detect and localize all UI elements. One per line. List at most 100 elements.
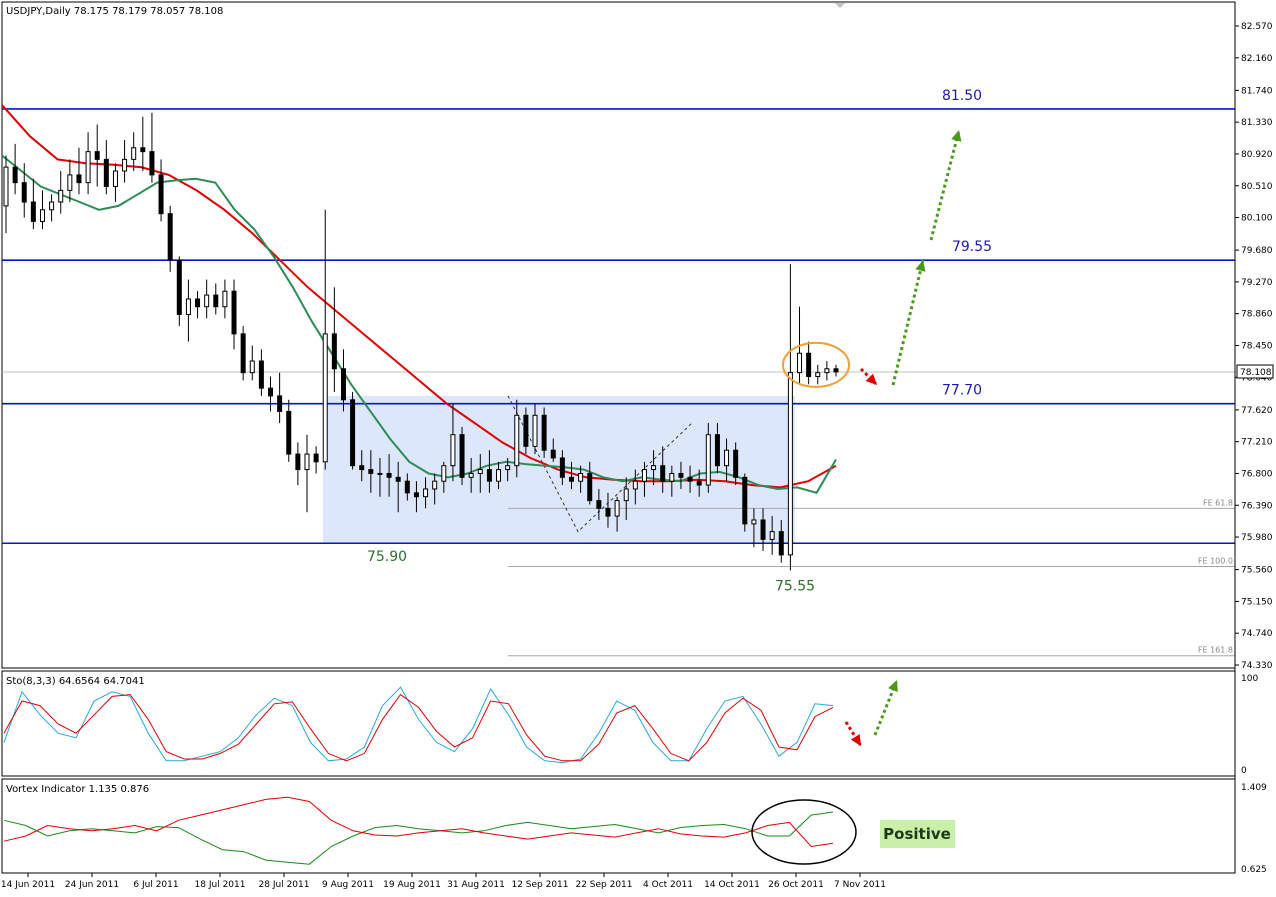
candle-body — [313, 453, 319, 463]
candle-body — [423, 488, 429, 498]
candle — [103, 139, 109, 195]
candle — [386, 454, 392, 497]
candle — [359, 450, 365, 482]
candle — [404, 473, 410, 501]
ma-fast-line — [1, 154, 837, 494]
stochastic-signal-line — [3, 693, 834, 762]
x-tick-label: 6 Jul 2011 — [133, 880, 178, 890]
y-tick-label: 75.560 — [1241, 566, 1273, 576]
candle-body — [468, 472, 474, 478]
candle — [760, 508, 766, 552]
candle-body — [176, 259, 182, 315]
candle-body — [76, 174, 82, 184]
x-tick-label: 28 Jul 2011 — [259, 880, 310, 890]
candle — [49, 194, 55, 222]
candle-body — [477, 469, 483, 474]
level-label: 75.90 — [367, 549, 407, 565]
candle — [313, 446, 319, 474]
stochastic-panel-frame — [1, 670, 1236, 777]
arrow-up-head — [888, 680, 898, 692]
vortex-y-bottom: 0.625 — [1241, 865, 1267, 875]
candle-body — [514, 414, 520, 467]
candle — [578, 465, 584, 493]
candle — [733, 442, 739, 486]
candle — [76, 147, 82, 195]
arrow-down — [859, 367, 879, 387]
arrow-up-shaft — [929, 129, 961, 241]
candle-body — [340, 368, 346, 401]
candle-body — [268, 387, 274, 397]
highlight-circle — [782, 341, 850, 388]
candle — [632, 469, 638, 505]
candle-body — [359, 465, 365, 471]
scroll-marker-icon — [835, 3, 845, 8]
candle — [158, 159, 164, 222]
candle — [204, 279, 210, 319]
stochastic-y-top: 100 — [1241, 674, 1258, 684]
candle-body — [368, 469, 374, 474]
candle — [724, 438, 730, 482]
y-tick-label: 74.330 — [1241, 661, 1273, 671]
candle-body — [58, 189, 64, 203]
candle-body — [67, 174, 73, 191]
level-label: 81.50 — [942, 88, 982, 104]
main-panel-frame — [1, 1, 1236, 669]
candle-body — [815, 372, 821, 378]
candle-body — [167, 213, 173, 261]
main-plot-layer: FE 61.8 FE 100.0 FE 161.8 81.50 79.55 77.70 75… — [1, 88, 1235, 657]
candle — [295, 442, 301, 486]
candle-body — [103, 158, 109, 188]
arrow-up-head — [951, 130, 962, 142]
candle-body — [696, 480, 702, 486]
candle-body — [797, 352, 803, 374]
candle-body — [158, 174, 164, 215]
candle — [423, 477, 429, 509]
candle — [477, 454, 483, 493]
candle-body — [824, 368, 830, 374]
stochastic-y-bottom: 0 — [1241, 766, 1247, 776]
candle — [660, 446, 666, 493]
candle-body — [678, 472, 684, 478]
candle — [331, 287, 337, 393]
candle — [514, 399, 520, 478]
fibo-label: FE 161.8 — [1198, 646, 1233, 655]
candle — [149, 112, 155, 183]
vortex-panel-frame — [1, 778, 1236, 874]
arrow-down — [844, 721, 863, 747]
price-tag-box — [1236, 364, 1274, 379]
candle — [395, 461, 401, 513]
candle-body — [705, 434, 711, 486]
candle-body — [669, 472, 675, 482]
y-tick-label: 77.210 — [1241, 438, 1273, 448]
candle-body — [550, 449, 556, 459]
candle-body — [523, 414, 529, 447]
candle — [641, 461, 647, 497]
candle — [505, 457, 511, 482]
x-tick-label: 18 Jul 2011 — [195, 880, 246, 890]
candle-body — [3, 166, 9, 207]
price-tag: 78.108 — [1240, 368, 1272, 378]
candle — [486, 450, 492, 493]
candle — [67, 159, 73, 203]
candle — [678, 461, 684, 489]
candle — [605, 492, 611, 528]
y-tick-label: 81.740 — [1241, 86, 1273, 96]
candle — [815, 364, 821, 385]
candle-body — [304, 453, 310, 471]
candle — [140, 116, 146, 172]
candle-body — [122, 158, 128, 172]
arrow-up-head — [915, 260, 926, 272]
candle-body — [377, 472, 383, 475]
stochastic-main-line — [3, 686, 834, 764]
candle-body — [295, 453, 301, 471]
candle-body — [541, 414, 547, 451]
candle — [30, 178, 36, 230]
candle-body — [660, 465, 666, 482]
x-tick-label: 14 Oct 2011 — [704, 880, 760, 890]
candle-body — [459, 434, 465, 478]
fibo-label: FE 100.0 — [1198, 557, 1233, 566]
candle — [322, 209, 328, 470]
candle-body — [568, 476, 574, 482]
x-tick-label: 14 Jun 2011 — [1, 880, 55, 890]
